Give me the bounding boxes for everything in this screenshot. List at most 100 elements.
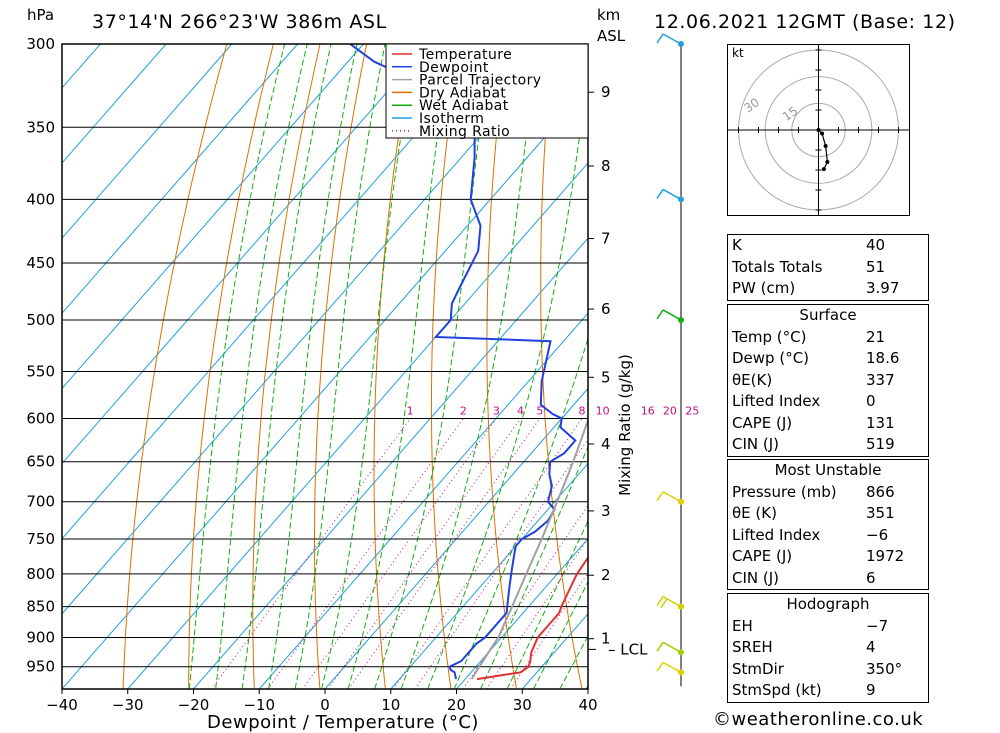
mixing-ratio-line [302, 418, 497, 689]
legend-label: Dry Adiabat [419, 85, 506, 101]
info-value: 18.6 [866, 349, 900, 367]
hodograph-point [820, 131, 825, 136]
wind-profile [656, 33, 684, 687]
copyright-text: ©weatheronline.co.uk [713, 709, 924, 730]
isotherm-line [456, 537, 588, 689]
km-tick-label: 2 [601, 566, 611, 584]
info-value: 131 [866, 413, 895, 432]
info-row: EH −7 [728, 616, 928, 638]
pressure-tick-label: 500 [26, 311, 55, 329]
info-label: CAPE (J) [732, 413, 793, 432]
dry-adiabat-line [314, 44, 368, 689]
info-label: Temp (°C) [732, 327, 807, 346]
info-value: 9 [866, 681, 876, 699]
info-row: Totals Totals 51 [728, 257, 928, 279]
info-row: SREH 4 [728, 637, 928, 659]
dry-adiabat-line [973, 44, 1000, 689]
km-tick-label: 1 [601, 630, 611, 648]
hodograph-point [821, 167, 826, 172]
x-tick-label: −10 [243, 696, 275, 714]
isotherm-line [193, 237, 588, 689]
info-row: θE (K) 351 [728, 503, 928, 525]
info-label: K [732, 236, 742, 254]
info-value: 40 [866, 236, 886, 254]
pressure-tick-label: 300 [26, 35, 55, 53]
info-label: PW (cm) [732, 279, 796, 297]
mixing-ratio-label: 4 [517, 404, 524, 417]
isotherm-line [127, 162, 588, 689]
mixing-ratio-line [485, 537, 588, 689]
mixing-ratio-label: 20 [663, 404, 677, 417]
x-tick-label: −20 [178, 696, 210, 714]
pressure-tick-label: 600 [26, 409, 55, 427]
info-row: StmDir 350° [728, 659, 928, 681]
info-value: 1972 [866, 547, 905, 565]
info-label: StmSpd (kt) [732, 681, 822, 699]
mixing-ratio-line [327, 418, 521, 689]
location-title: 37°14'N 266°23'W 386m ASL [92, 11, 387, 33]
isotherm-line [324, 387, 588, 689]
wet-adiabat-line [506, 519, 588, 689]
wet-adiabat-line [532, 580, 588, 689]
wet-adiabat-line [374, 44, 492, 689]
km-unit-label: km [597, 6, 621, 24]
hodograph-title: Hodograph [786, 595, 870, 613]
mixing-ratio-label: 1 [407, 404, 414, 417]
info-value: −7 [866, 616, 889, 635]
pressure-tick-label: 900 [26, 629, 55, 647]
wind-barb-staff [662, 641, 682, 653]
x-tick-label: 10 [381, 696, 400, 714]
wind-barb-staff [662, 661, 682, 674]
info-row: Dewp (°C) 18.6 [728, 348, 928, 370]
info-label: EH [732, 616, 753, 635]
dry-adiabat-line [430, 44, 461, 689]
most-unstable-title: Most Unstable [774, 461, 882, 479]
mixing-ratio-line [414, 438, 588, 689]
wind-barb-staff [662, 491, 682, 503]
x-tick-label: 40 [578, 696, 597, 714]
info-label: StmDir [732, 659, 784, 678]
hodograph-point [816, 128, 821, 132]
info-row: CAPE (J) 1972 [728, 546, 928, 568]
info-label: CIN (J) [732, 568, 780, 587]
info-value: 0 [866, 392, 876, 410]
info-value: 350° [866, 659, 903, 678]
x-tick-label: −40 [46, 696, 78, 714]
isotherm-line [62, 44, 561, 615]
info-value: 4 [866, 638, 876, 656]
mixing-ratio-axis-label: Mixing Ratio (g/kg) [616, 354, 634, 496]
info-row: CIN (J) 519 [728, 434, 928, 456]
info-value: −6 [866, 525, 889, 544]
dry-adiabat-line [122, 44, 228, 689]
pressure-tick-label: 850 [26, 598, 55, 616]
wet-adiabat-line [294, 44, 386, 689]
wet-adiabat-line [268, 44, 358, 689]
info-value: 3.97 [866, 279, 900, 297]
isotherm-line [62, 44, 167, 164]
wind-barb-flag [656, 641, 664, 652]
dry-adiabat-line [252, 44, 321, 689]
info-row: PW (cm) 3.97 [728, 278, 928, 300]
x-tick-label: 0 [320, 696, 330, 714]
legend-label: Wet Adiabat [419, 98, 509, 114]
dry-adiabat-line [540, 44, 583, 689]
wet-adiabat-line [453, 336, 588, 689]
x-tick-label: 20 [447, 696, 466, 714]
km-tick-label: 7 [601, 229, 611, 247]
dry-adiabat-line [373, 44, 414, 689]
wind-barb-flag [656, 491, 664, 502]
mixing-ratio-label: 8 [578, 404, 585, 417]
surface-title: Surface [799, 306, 857, 324]
km-tick-label: 3 [601, 502, 611, 520]
wind-barb-flag [656, 309, 664, 320]
isotherm-line [62, 44, 298, 315]
mixing-ratio-label: 2 [460, 404, 467, 417]
pressure-unit-label: hPa [27, 6, 55, 24]
pressure-tick-label: 350 [26, 118, 55, 136]
km-tick-label: 8 [601, 157, 611, 175]
pressure-tick-label: 550 [26, 362, 55, 380]
mixing-ratio-label: 16 [641, 404, 655, 417]
info-label: Dewp (°C) [732, 349, 810, 367]
dry-adiabat-line [643, 44, 713, 689]
